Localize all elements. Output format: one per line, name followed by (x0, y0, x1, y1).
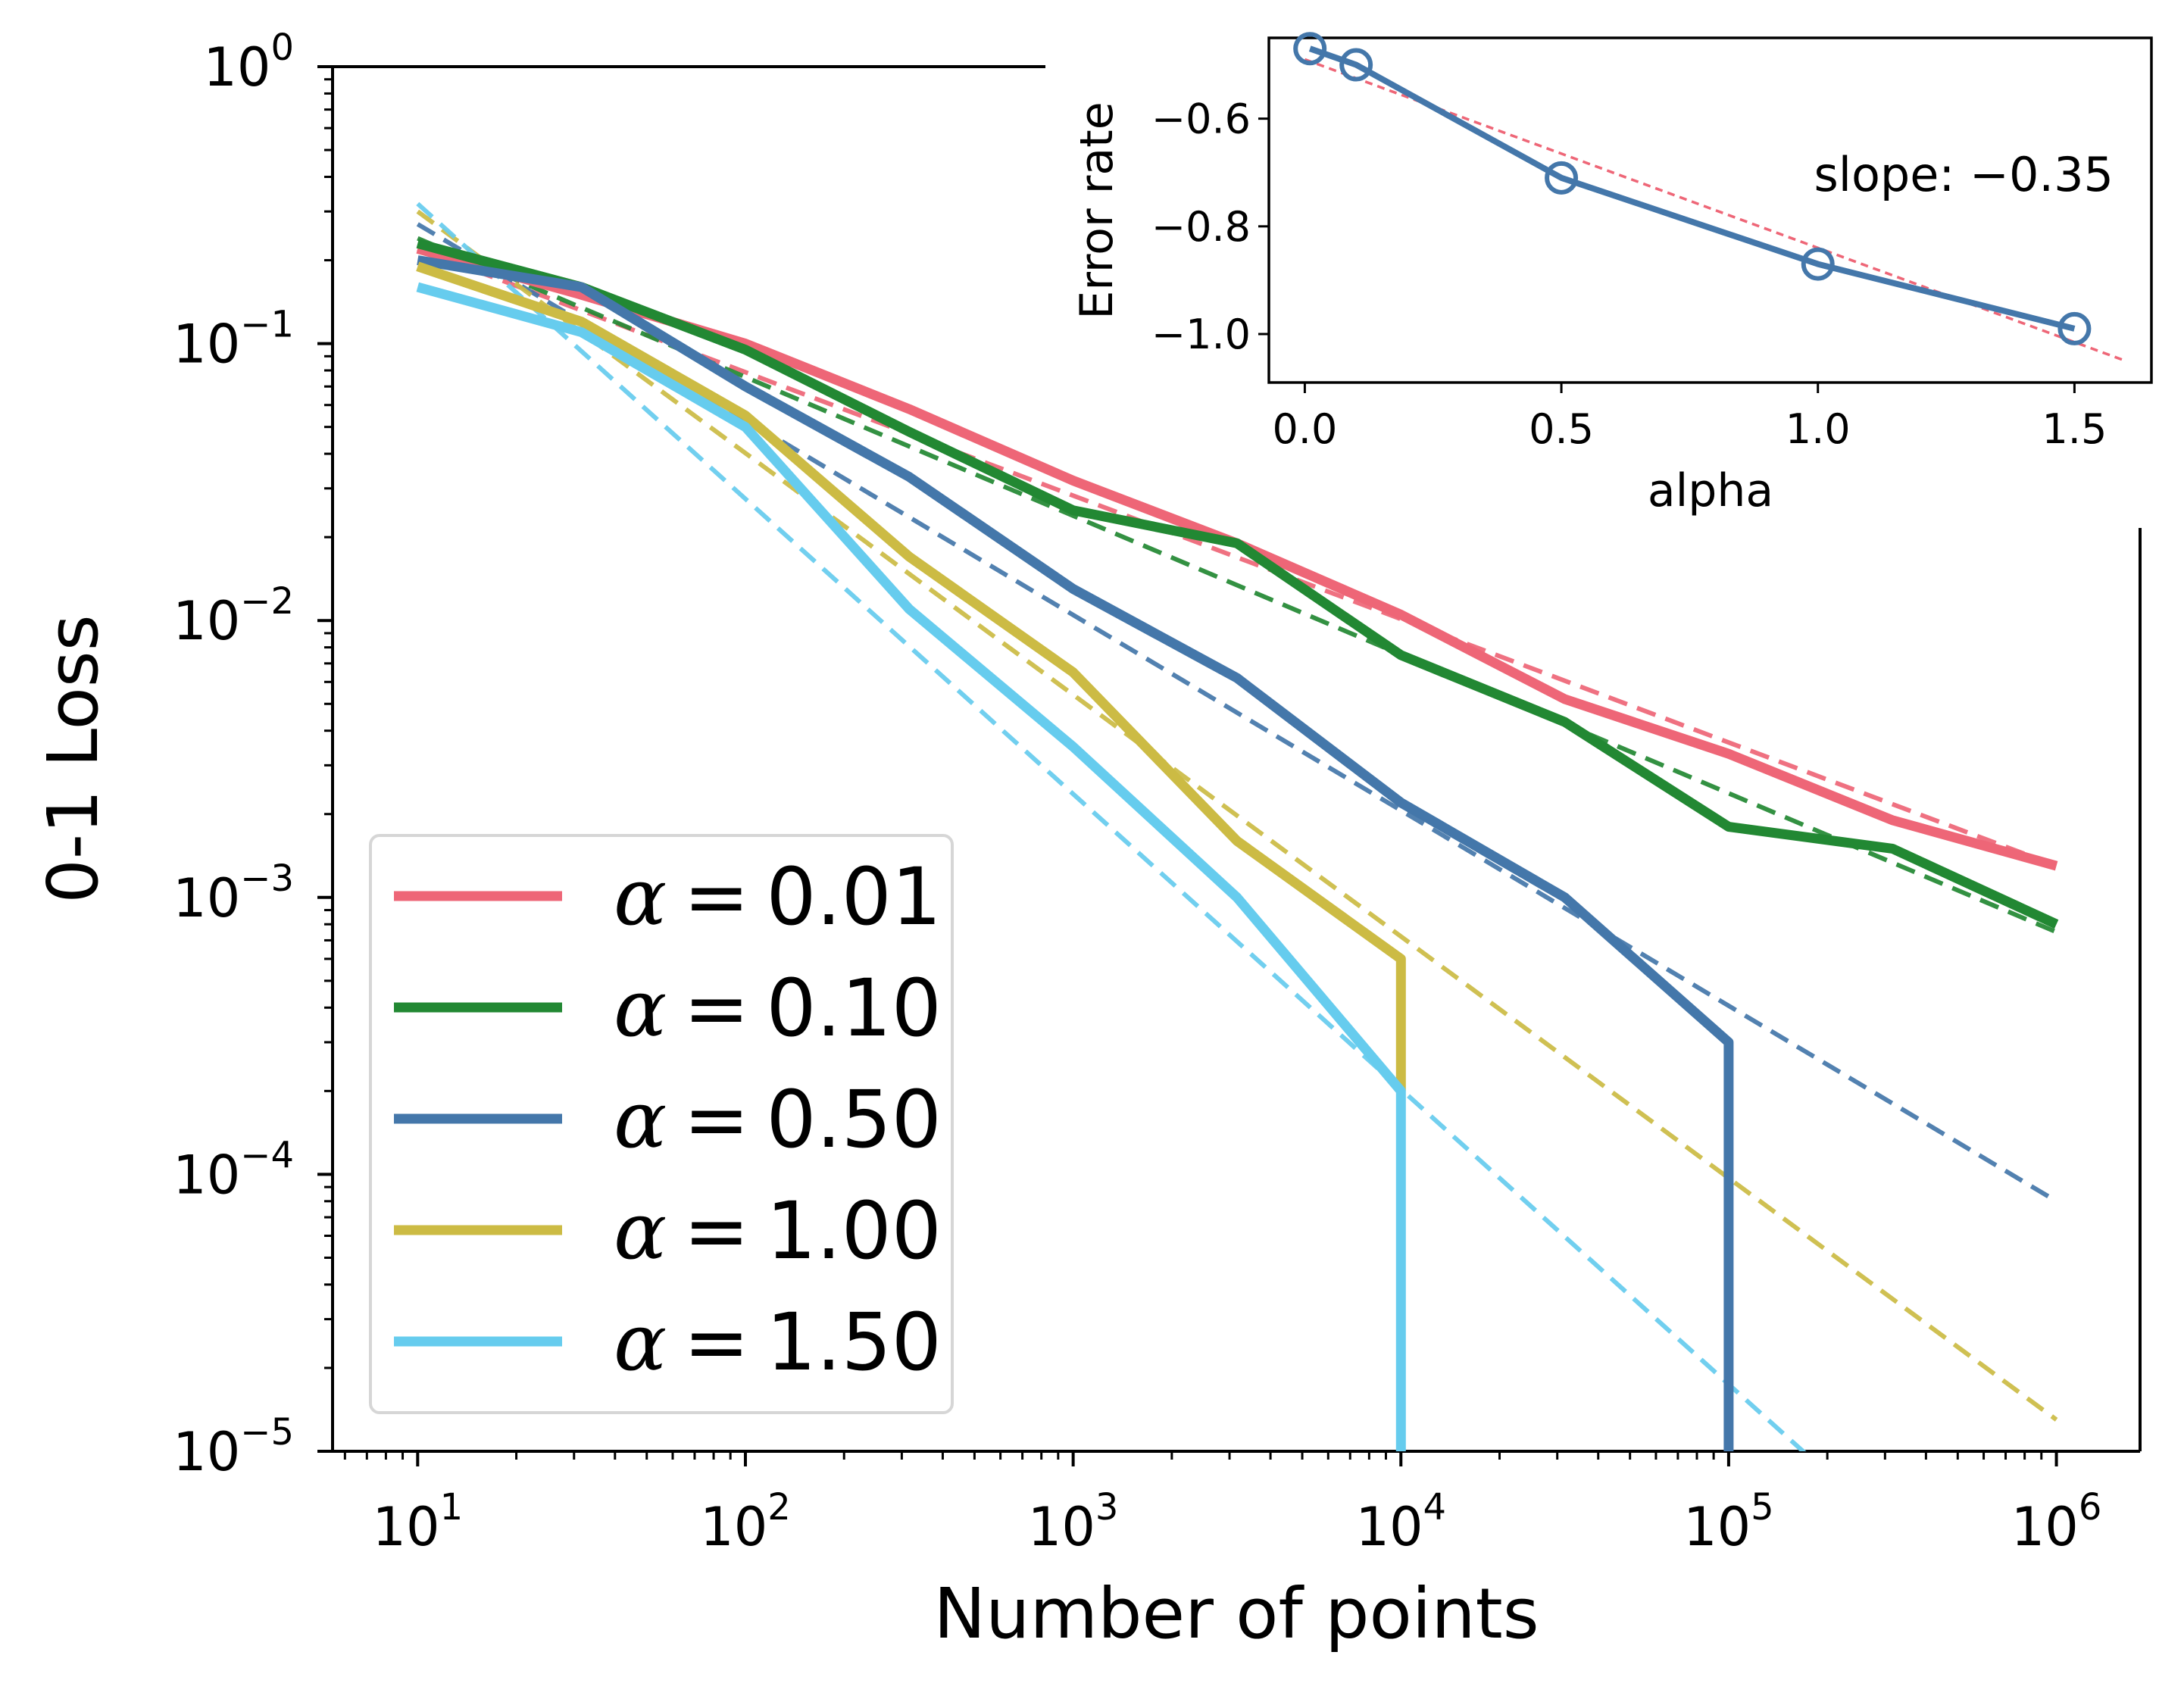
inset-x-tick-label: 1.0 (1786, 405, 1851, 453)
legend-equals: = (683, 1185, 749, 1277)
x-tick-base: 10 (1683, 1496, 1751, 1558)
inset-y-axis-title: Error rate (1070, 101, 1123, 319)
legend-label-3: α = 1.00 (614, 1185, 942, 1277)
inset-y-tick-label: −0.8 (1151, 203, 1251, 251)
y-tick-exponent: −4 (240, 1134, 294, 1176)
legend-equals: = (683, 962, 749, 1054)
legend-alpha-symbol: α (614, 1073, 667, 1166)
legend-label-4: α = 1.50 (614, 1296, 942, 1388)
inset-x-tick-label: 0.0 (1272, 405, 1337, 453)
y-tick-base: 10 (173, 1421, 240, 1483)
main-plot-area (416, 201, 2059, 1451)
y-tick-base: 10 (203, 36, 270, 98)
main-series-group (416, 201, 2059, 1451)
data-line-series-3 (416, 261, 1406, 1091)
legend-alpha-symbol: α (614, 1296, 667, 1388)
y-tick-exponent: −1 (240, 304, 294, 346)
x-tick-base: 10 (700, 1496, 767, 1558)
x-tick-base: 10 (373, 1496, 440, 1558)
x-tick-exponent: 3 (1095, 1486, 1119, 1529)
legend-equals: = (683, 851, 749, 943)
inset-data-point (2057, 311, 2092, 345)
legend-equals: = (683, 1296, 749, 1388)
legend-value: 0.01 (766, 851, 942, 943)
y-tick-label: 10−2 (173, 580, 294, 652)
x-tick-label: 103 (1028, 1486, 1119, 1558)
y-tick-base: 10 (173, 867, 240, 929)
legend-alpha-symbol: α (614, 851, 667, 943)
inset-data-point (1339, 48, 1373, 82)
y-tick-exponent: 0 (270, 27, 294, 69)
x-tick-label: 104 (1355, 1486, 1446, 1558)
inset-y-tick-label: −0.6 (1151, 95, 1251, 143)
legend-value: 1.50 (766, 1296, 942, 1388)
x-tick-label: 106 (2011, 1486, 2102, 1558)
y-tick-base: 10 (173, 590, 240, 652)
x-tick-base: 10 (1028, 1496, 1095, 1558)
fit-line-series-4 (416, 201, 1807, 1451)
inset-slope-annotation: slope: −0.35 (1814, 147, 2114, 202)
main-ticks: 101 102 103 104 105 10610010−110−210−310−410−… (173, 27, 2101, 1558)
inset-data-point (1801, 247, 1835, 281)
x-tick-label: 101 (373, 1486, 464, 1558)
data-line-series-2 (417, 255, 1734, 1451)
y-axis-title: 0-1 Loss (33, 614, 114, 903)
x-axis-title: Number of points (933, 1573, 1539, 1654)
legend-label-1: α = 0.10 (614, 962, 942, 1054)
data-line-series-1 (416, 239, 2059, 929)
x-tick-exponent: 2 (767, 1486, 791, 1529)
x-tick-base: 10 (2011, 1496, 2079, 1558)
inset-x-tick-label: 1.5 (2042, 405, 2107, 453)
y-tick-label: 100 (203, 27, 294, 98)
data-line-series-4 (416, 282, 1406, 1451)
x-tick-label: 105 (1683, 1486, 1774, 1558)
legend-value: 0.50 (766, 1073, 942, 1166)
inset-y-tick-label: −1.0 (1151, 311, 1251, 358)
y-tick-base: 10 (173, 314, 240, 376)
legend-box (369, 834, 954, 1414)
inset-plot-area (1293, 32, 2126, 363)
main-axes-frame (331, 65, 2142, 1453)
inset-data-point (1545, 161, 1579, 195)
legend-value: 1.00 (766, 1185, 942, 1277)
fit-line-series-1 (417, 236, 2057, 935)
y-tick-label: 10−4 (173, 1134, 294, 1206)
inset-x-axis-title: alpha (1648, 464, 1773, 517)
x-tick-exponent: 4 (1423, 1486, 1447, 1529)
legend-alpha-symbol: α (614, 1185, 667, 1277)
y-tick-exponent: −2 (240, 580, 294, 623)
x-tick-label: 102 (700, 1486, 791, 1558)
legend-label-2: α = 0.50 (614, 1073, 942, 1166)
inset-x-tick-label: 0.5 (1529, 405, 1594, 453)
inset-data-point (1293, 32, 1327, 66)
x-tick-exponent: 1 (440, 1486, 464, 1529)
y-tick-base: 10 (173, 1144, 240, 1206)
y-tick-label: 10−1 (173, 304, 294, 376)
fit-line-series-3 (416, 209, 2058, 1422)
x-tick-exponent: 5 (1751, 1486, 1774, 1529)
legend-alpha-symbol: α (614, 962, 667, 1054)
legend-equals: = (683, 1073, 749, 1166)
y-tick-label: 10−5 (173, 1411, 294, 1483)
legend: α = 0.01α = 0.10α = 0.50α = 1.00α = 1.50 (369, 834, 954, 1414)
legend-label-0: α = 0.01 (614, 851, 942, 943)
inset-ticks: 0.0 0.5 1.0 1.5 −0.6 −0.8 −1.0 (1151, 95, 2107, 453)
x-tick-base: 10 (1355, 1496, 1423, 1558)
inset-chart: 0.0 0.5 1.0 1.5 −0.6 −0.8 −1.0 slope: −0.35 al… (1070, 32, 2153, 517)
y-tick-label: 10−3 (173, 857, 294, 929)
legend-value: 0.10 (766, 962, 942, 1054)
y-tick-exponent: −3 (240, 857, 294, 900)
x-tick-exponent: 6 (2079, 1486, 2102, 1529)
y-tick-exponent: −5 (240, 1411, 294, 1454)
